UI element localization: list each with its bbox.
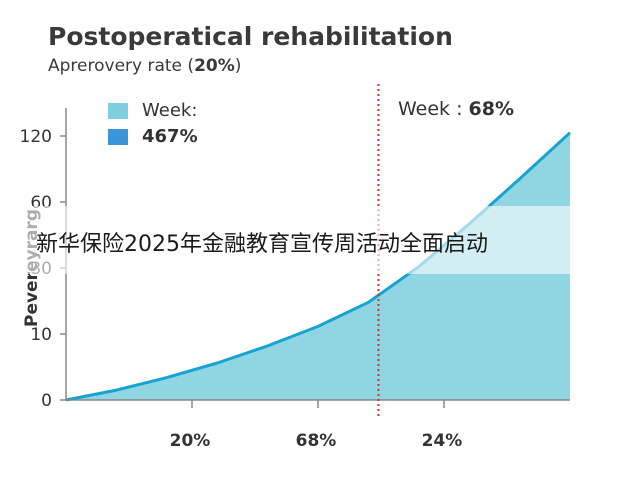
chart-title: Postoperatical rehabilitation bbox=[48, 22, 453, 51]
chart-subtitle: Aprerovery rate (20%) bbox=[48, 56, 242, 76]
y-tick-label: 120 bbox=[20, 127, 52, 147]
x-tick-label: 20% bbox=[170, 431, 211, 451]
marker-label-prefix: Week : bbox=[398, 98, 469, 120]
subtitle-text: Aprerovery rate ( bbox=[48, 56, 195, 76]
legend-item-percent: 467% bbox=[108, 126, 198, 147]
legend-swatch-week bbox=[108, 102, 128, 119]
x-tick-label: 68% bbox=[296, 431, 337, 451]
marker-label-value: 68% bbox=[468, 98, 515, 120]
watermark-banner bbox=[0, 206, 572, 274]
watermark-banner-text: 新华保险2025年金融教育宣传周活动全面启动 bbox=[36, 232, 488, 257]
x-tick-label: 24% bbox=[422, 431, 463, 451]
subtitle-value: 20% bbox=[194, 56, 235, 76]
legend-swatch-percent bbox=[108, 128, 128, 145]
y-tick-label: 0 bbox=[41, 391, 52, 411]
legend-label-week: Week: bbox=[142, 100, 198, 121]
marker-label: Week : 68% bbox=[398, 98, 514, 120]
legend-label-percent: 467% bbox=[142, 126, 198, 147]
series-area bbox=[66, 132, 570, 400]
legend-item-week: Week: bbox=[108, 100, 197, 121]
y-tick-label: 10 bbox=[30, 325, 52, 345]
